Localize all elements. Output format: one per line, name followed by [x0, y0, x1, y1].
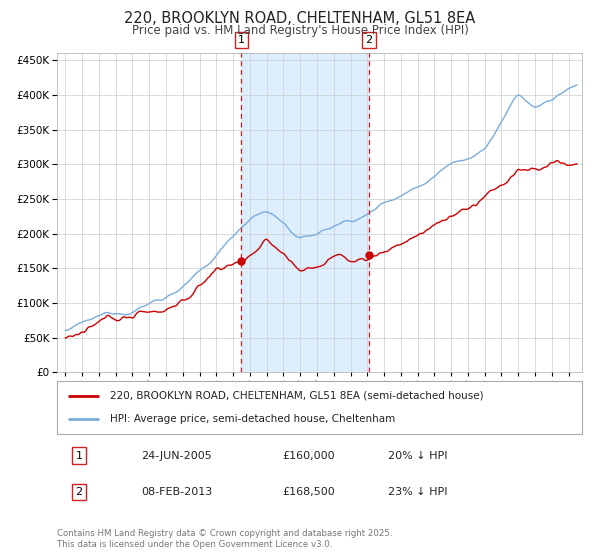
Text: 2: 2 [365, 35, 373, 45]
Text: £160,000: £160,000 [283, 450, 335, 460]
Text: 1: 1 [238, 35, 245, 45]
Bar [241, 53, 369, 372]
FancyBboxPatch shape [57, 381, 582, 434]
Text: 220, BROOKLYN ROAD, CHELTENHAM, GL51 8EA (semi-detached house): 220, BROOKLYN ROAD, CHELTENHAM, GL51 8EA… [110, 391, 483, 401]
Text: HPI: Average price, semi-detached house, Cheltenham: HPI: Average price, semi-detached house,… [110, 414, 395, 424]
Text: 20% ↓ HPI: 20% ↓ HPI [388, 450, 447, 460]
Text: Contains HM Land Registry data © Crown copyright and database right 2025.
This d: Contains HM Land Registry data © Crown c… [57, 529, 392, 549]
Text: Price paid vs. HM Land Registry's House Price Index (HPI): Price paid vs. HM Land Registry's House … [131, 24, 469, 36]
Text: 23% ↓ HPI: 23% ↓ HPI [388, 487, 447, 497]
Text: 08-FEB-2013: 08-FEB-2013 [141, 487, 212, 497]
Text: 1: 1 [76, 450, 83, 460]
Text: £168,500: £168,500 [283, 487, 335, 497]
Text: 220, BROOKLYN ROAD, CHELTENHAM, GL51 8EA: 220, BROOKLYN ROAD, CHELTENHAM, GL51 8EA [124, 11, 476, 26]
Text: 24-JUN-2005: 24-JUN-2005 [141, 450, 212, 460]
Text: 2: 2 [76, 487, 83, 497]
